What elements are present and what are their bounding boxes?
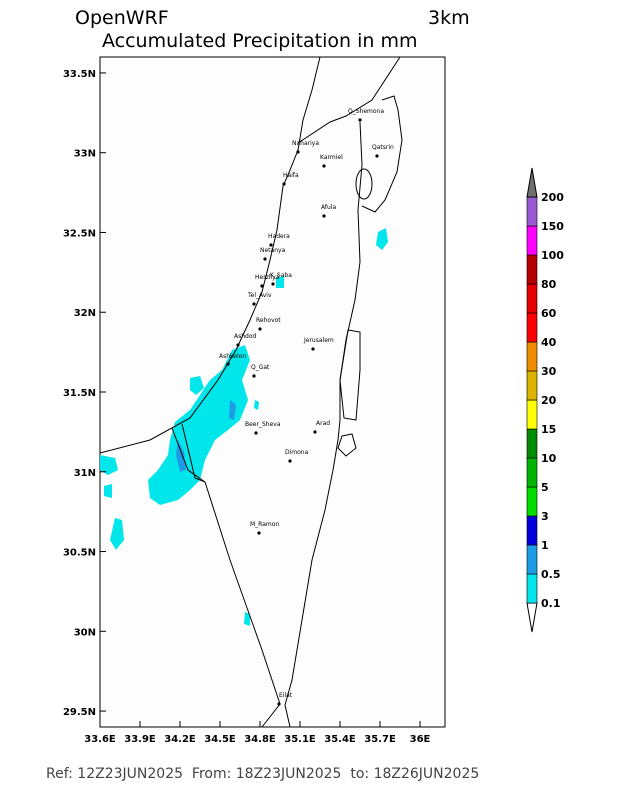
city-dot: [257, 531, 261, 535]
city-dot: [236, 343, 240, 347]
title: OpenWRF: [75, 7, 169, 29]
x-tick-label: 35.4E: [324, 734, 356, 745]
colorbar-label: 40: [541, 336, 557, 349]
city-label: Karmiel: [320, 154, 343, 161]
colorbar-segment: [526, 457, 538, 488]
city-dot: [252, 374, 256, 378]
x-tick-label: 36E: [410, 734, 431, 745]
colorbar-label: 0.1: [541, 597, 561, 610]
city-dot: [260, 284, 264, 288]
city-label: Ashkelon: [219, 353, 246, 360]
city-label: Dimona: [285, 449, 309, 456]
colorbar-label: 5: [541, 481, 549, 494]
colorbar-label: 0.5: [541, 568, 561, 581]
y-tick-label: 32.5N: [63, 228, 96, 239]
colorbar-segment: [526, 196, 538, 227]
city-dot: [252, 302, 256, 306]
city-dot: [313, 430, 317, 434]
x-tick-label: 34.2E: [164, 734, 196, 745]
colorbar-label: 150: [541, 220, 564, 233]
city-dot: [263, 257, 267, 261]
city-label: Netanya: [260, 247, 286, 254]
city-dot: [271, 282, 275, 286]
colorbar-label: 60: [541, 307, 557, 320]
city-label: Eilat: [279, 692, 293, 699]
y-tick-label: 31.5N: [63, 388, 96, 399]
x-tick-label: 34.5E: [204, 734, 236, 745]
city-dot: [254, 431, 258, 435]
y-tick-label: 29.5N: [63, 707, 96, 718]
city-label: Nahariya: [292, 140, 319, 147]
city-dot: [311, 347, 315, 351]
city-label: Haifa: [283, 172, 299, 179]
city-dot: [296, 150, 300, 154]
y-tick-label: 33N: [74, 149, 96, 160]
colorbar-high: [526, 167, 538, 198]
colorbar-segment: [526, 515, 538, 546]
colorbar-label: 3: [541, 510, 549, 523]
city-dot: [226, 362, 230, 366]
city-dot: [358, 118, 362, 122]
city-dot: [277, 702, 281, 706]
colorbar-segment: [526, 225, 538, 256]
city-dot: [375, 154, 379, 158]
colorbar-label: 200: [541, 191, 564, 204]
city-label: Jerusalem: [303, 337, 334, 344]
colorbar-segment: [526, 428, 538, 459]
colorbar-segment: [526, 283, 538, 314]
colorbar-label: 10: [541, 452, 557, 465]
city-label: Rehovot: [256, 317, 281, 324]
colorbar-label: 30: [541, 365, 557, 378]
colorbar-segment: [526, 341, 538, 372]
city-dot: [258, 327, 262, 331]
colorbar-label: 20: [541, 394, 557, 407]
city-label: Hadera: [268, 233, 290, 240]
city-dot: [269, 243, 273, 247]
colorbar-segment: [526, 399, 538, 430]
colorbar-segment: [526, 486, 538, 517]
y-tick-label: 31N: [74, 468, 96, 479]
map-frame: [99, 56, 446, 728]
cities: Q_Shemona Nahariya Karmiel Qatsrin Haifa…: [219, 108, 394, 706]
city-dot: [282, 182, 286, 186]
colorbar-segment: [526, 254, 538, 285]
y-tick-label: 32N: [74, 308, 96, 319]
city-label: Q_Shemona: [348, 108, 384, 115]
city-label: Q_Gat: [251, 364, 270, 371]
city-label: Afula: [321, 204, 336, 211]
y-tick-label: 30N: [74, 627, 96, 638]
colorbar-label: 15: [541, 423, 556, 436]
city-dot: [322, 164, 326, 168]
city-label: Arad: [316, 420, 330, 427]
colorbar-segment: [526, 544, 538, 575]
city-dot: [322, 214, 326, 218]
y-tick-label: 33.5N: [63, 69, 96, 80]
colorbar-segment: [526, 370, 538, 401]
colorbar-low: [526, 602, 538, 633]
resolution: 3km: [428, 7, 470, 29]
colorbar-label: 100: [541, 249, 564, 262]
city-label: K_Saba: [270, 272, 292, 279]
footer: Ref: 12Z23JUN2025 From: 18Z23JUN2025 to:…: [46, 766, 479, 782]
city-label: M_Ramon: [250, 521, 279, 528]
city-label: Beer_Sheva: [245, 421, 281, 428]
x-tick-label: 35.1E: [284, 734, 316, 745]
x-tick-label: 34.8E: [244, 734, 276, 745]
colorbar-label: 1: [541, 539, 549, 552]
x-tick-label: 33.6E: [84, 734, 116, 745]
x-tick-label: 33.9E: [124, 734, 156, 745]
colorbar-label: 80: [541, 278, 557, 291]
city-label: Herzliya: [255, 274, 280, 281]
city-label: Qatsrin: [372, 144, 394, 151]
colorbar-segment: [526, 312, 538, 343]
precipitation: [100, 228, 388, 626]
x-tick-label: 35.7E: [364, 734, 396, 745]
colorbar-segment: [526, 573, 538, 604]
subtitle: Accumulated Precipitation in mm: [102, 30, 418, 52]
y-tick-label: 30.5N: [63, 548, 96, 559]
city-label: Ashdod: [234, 333, 257, 340]
city-label: Tel_Aviv: [247, 292, 272, 299]
city-dot: [288, 459, 292, 463]
